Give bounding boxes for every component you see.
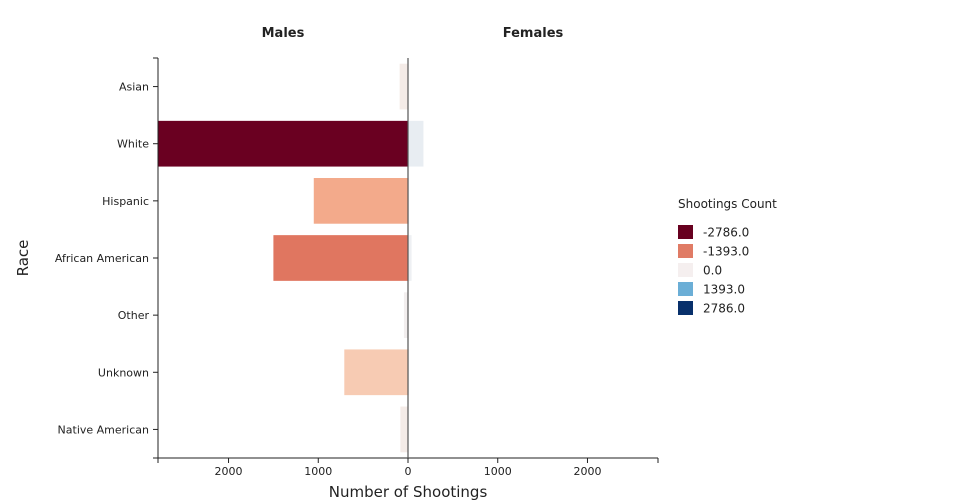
bar-males-asian [400,64,408,110]
x-tick-label: 1000 [484,465,512,478]
legend-label: -2786.0 [703,226,749,240]
y-tick-label-african-american: African American [55,252,149,265]
y-tick-label-hispanic: Hispanic [102,195,149,208]
legend-swatch [678,263,693,277]
y-tick-label-asian: Asian [119,81,149,94]
bar-females-white [408,121,423,167]
legend-title: Shootings Count [678,197,777,211]
panel-title-females: Females [503,26,564,41]
x-axis-title: Number of Shootings [329,483,488,500]
legend-label: 2786.0 [703,302,745,316]
x-tick-label: 0 [405,465,412,478]
legend-label: -1393.0 [703,245,749,259]
panel-title-males: Males [262,26,305,41]
legend-swatch [678,282,693,296]
y-tick-label-unknown: Unknown [98,366,149,379]
legend-swatch [678,244,693,258]
legend-swatch [678,301,693,315]
y-tick-label-white: White [117,138,149,151]
bar-males-white [158,121,408,167]
x-tick-label: 1000 [304,465,332,478]
legend-swatch [678,225,693,239]
bar-males-native-american [400,407,408,453]
legend-label: 1393.0 [703,283,745,297]
bar-males-african-american [273,235,408,281]
color-legend: Shootings Count -2786.0 -1393.0 0.0 1393.0 2… [678,197,777,316]
y-tick-label-native-american: Native American [58,423,149,436]
y-tick-label-other: Other [118,309,150,322]
bar-males-hispanic [314,178,408,224]
x-tick-label: 2000 [215,465,243,478]
x-tick-label: 2000 [573,465,601,478]
y-axis-title: Race [14,240,32,277]
legend-label: 0.0 [703,264,722,278]
bar-males-unknown [344,349,408,395]
bar-males-other [404,292,408,338]
